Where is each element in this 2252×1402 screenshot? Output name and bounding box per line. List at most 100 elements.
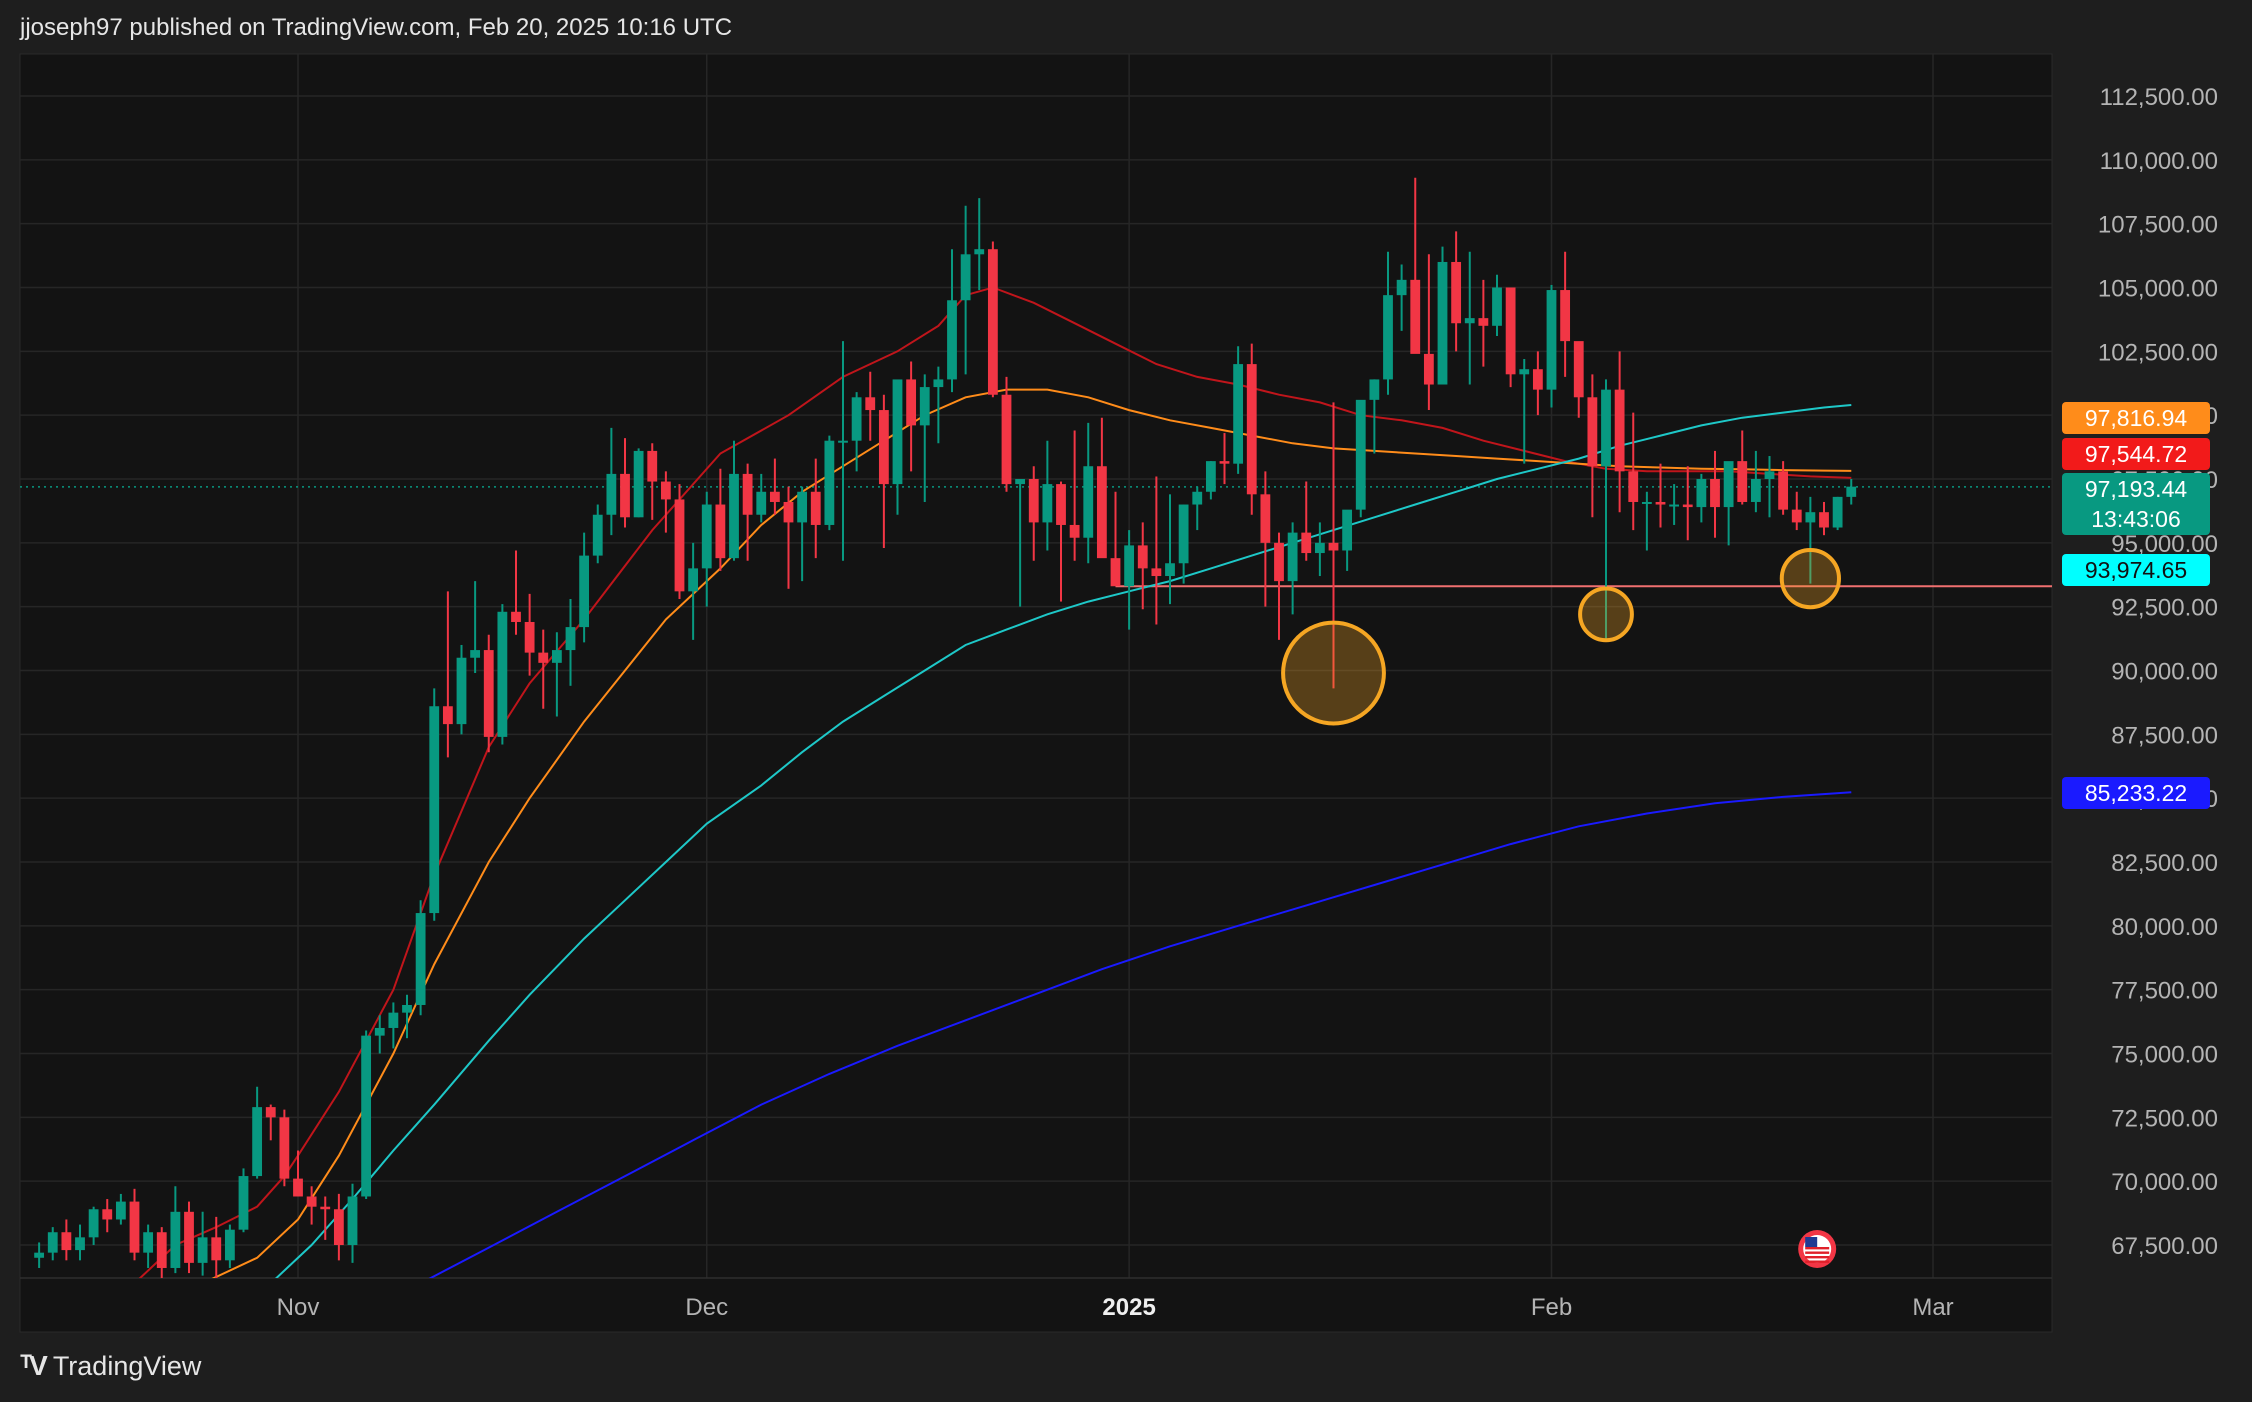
candle-body (1233, 364, 1244, 464)
highlight-circle (1578, 586, 1634, 643)
candle-body (1778, 471, 1789, 510)
candle-body (170, 1211, 181, 1268)
y-tick-label: 87,500.00 (2111, 722, 2218, 749)
candle-body (224, 1229, 235, 1261)
candle-body (211, 1237, 222, 1261)
candle-body (197, 1237, 208, 1263)
candle (783, 486, 794, 589)
candle (184, 1201, 194, 1274)
candle (620, 438, 630, 528)
candle-body (1710, 479, 1720, 508)
candle-body (1764, 471, 1775, 479)
candle-body (1124, 545, 1135, 587)
candle-body (456, 657, 467, 725)
candle (170, 1186, 181, 1274)
candle-body (483, 650, 494, 737)
tradingview-logo-icon: ᵀV (20, 1350, 48, 1381)
candle-body (1846, 486, 1857, 497)
candle (1587, 374, 1598, 518)
candle (1192, 486, 1203, 531)
candle (1505, 287, 1516, 388)
candle-body (579, 555, 590, 628)
candle-body (497, 611, 508, 737)
candle-body (1274, 542, 1284, 582)
candle (61, 1219, 72, 1261)
candle (320, 1196, 331, 1240)
candle-body (1464, 318, 1475, 324)
price-label-text: 97,193.44 (2085, 476, 2188, 502)
candle (1124, 530, 1135, 630)
candle (1260, 471, 1271, 607)
candle-body (1587, 397, 1598, 467)
candle-body (1423, 353, 1434, 385)
candle-body (1410, 279, 1421, 354)
candle (729, 440, 739, 561)
price-label-text: 93,974.65 (2085, 557, 2187, 583)
candle-body (1056, 484, 1066, 525)
candle (402, 994, 412, 1039)
candle (265, 1104, 276, 1141)
plot-area (19, 53, 2053, 1333)
candle (1669, 484, 1680, 525)
candle-body (838, 440, 848, 443)
tradingview-logo[interactable]: ᵀV TradingView (20, 1350, 201, 1382)
candle (1601, 379, 1611, 640)
candle (197, 1211, 208, 1276)
tradingview-brand: TradingView (52, 1350, 202, 1381)
candle-body (333, 1209, 344, 1245)
candle-body (470, 650, 481, 658)
candle-body (1069, 524, 1080, 538)
x-tick-label: Nov (277, 1294, 320, 1321)
candle-body (1314, 542, 1325, 554)
candle (1056, 481, 1066, 602)
candle (374, 1015, 385, 1054)
candle (1519, 358, 1530, 464)
candle (701, 491, 712, 607)
candle (1383, 251, 1393, 395)
candle (211, 1216, 222, 1278)
candle (1451, 231, 1462, 352)
candle (1410, 177, 1421, 354)
candle (429, 688, 440, 921)
candle-body (1601, 389, 1611, 467)
candle (1274, 532, 1284, 640)
y-tick-label: 105,000.00 (2098, 276, 2218, 303)
candle (1682, 466, 1693, 541)
candle-body (265, 1107, 276, 1118)
candle-body (797, 491, 808, 523)
publisher-header: jjoseph97 published on TradingView.com, … (20, 14, 733, 41)
candle-body (415, 913, 426, 1005)
candle-body (947, 300, 957, 380)
candle (551, 632, 562, 717)
candle (143, 1224, 154, 1268)
candle-body (756, 491, 767, 515)
candle-body (1832, 496, 1843, 528)
candle-body (143, 1232, 154, 1253)
candle-body (701, 504, 712, 569)
candle-body (1246, 364, 1257, 495)
candle (1328, 402, 1339, 689)
candle (156, 1227, 167, 1278)
candle (1151, 476, 1162, 625)
y-tick-label: 67,500.00 (2111, 1233, 2218, 1260)
candle (470, 581, 481, 674)
candle (688, 542, 699, 640)
candle-body (252, 1107, 263, 1177)
candle-body (1573, 341, 1584, 398)
candle (1573, 341, 1584, 418)
candle-body (524, 621, 535, 653)
y-tick-label: 102,500.00 (2098, 339, 2218, 366)
candle (1532, 351, 1543, 416)
candle-body (88, 1209, 99, 1238)
candle (565, 599, 576, 686)
candle-body (1437, 261, 1448, 385)
candle-body (238, 1176, 249, 1230)
price-label: 97,544.72 (2062, 438, 2210, 470)
candle (88, 1206, 99, 1245)
candle-body (156, 1232, 167, 1268)
candle (674, 484, 685, 600)
candle-body (1369, 379, 1380, 400)
candle-body (1791, 509, 1802, 523)
candle-body (1042, 484, 1053, 523)
